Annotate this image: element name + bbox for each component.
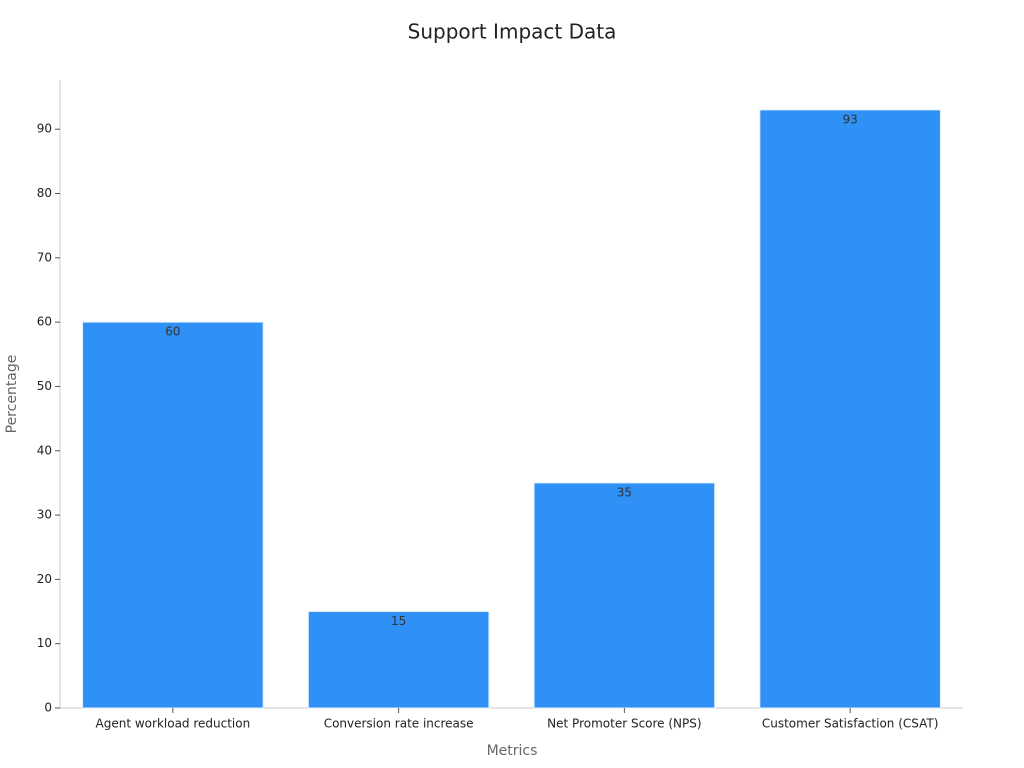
- value-label: 35: [617, 485, 632, 499]
- bar: [759, 109, 941, 709]
- x-tick-label: Customer Satisfaction (CSAT): [762, 717, 939, 731]
- value-label: 60: [165, 325, 180, 339]
- bar: [533, 482, 716, 709]
- y-tick-label: 60: [37, 315, 52, 329]
- x-tick-label: Net Promoter Score (NPS): [547, 717, 701, 731]
- y-tick-label: 80: [37, 186, 52, 200]
- x-axis-label: Metrics: [487, 743, 538, 759]
- y-tick-label: 20: [37, 572, 52, 586]
- value-label: 15: [391, 614, 406, 628]
- bar: [82, 321, 264, 709]
- y-tick-label: 50: [37, 379, 52, 393]
- value-label: 93: [842, 112, 857, 126]
- bar: [307, 611, 490, 709]
- y-tick-label: 70: [37, 250, 52, 264]
- y-tick-label: 0: [44, 701, 52, 715]
- chart-title: Support Impact Data: [408, 20, 617, 44]
- y-tick-label: 40: [37, 443, 52, 457]
- x-tick-label: Agent workload reduction: [96, 717, 251, 731]
- x-tick-label: Conversion rate increase: [324, 717, 474, 731]
- y-axis-label: Percentage: [4, 355, 20, 434]
- y-tick-label: 10: [37, 636, 52, 650]
- y-tick-label: 90: [37, 122, 52, 136]
- y-tick-label: 30: [37, 508, 52, 522]
